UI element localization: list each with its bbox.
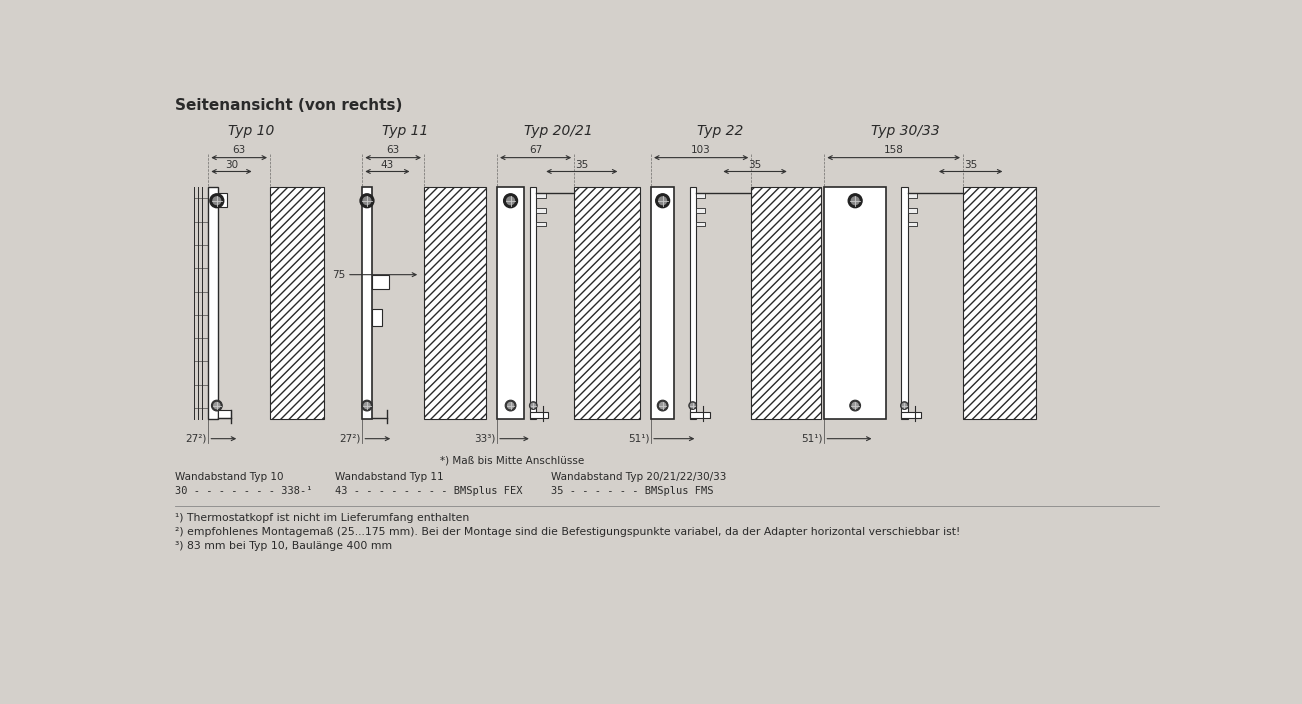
Text: *) Maß bis Mitte Anschlüsse: *) Maß bis Mitte Anschlüsse [440,455,585,465]
Bar [574,187,639,420]
Bar [690,412,710,418]
Circle shape [214,403,220,408]
Text: 30: 30 [225,160,238,170]
Text: 51¹): 51¹) [628,434,650,444]
Circle shape [690,403,695,408]
Bar [695,208,704,213]
Bar [695,222,704,226]
Bar [217,193,227,207]
Bar [695,193,704,198]
Bar [208,187,217,420]
Bar [362,187,371,420]
Bar [651,187,674,420]
Circle shape [852,197,859,205]
Text: 33³): 33³) [474,434,496,444]
Bar [901,412,922,418]
Bar [530,412,548,418]
Text: Typ 30/33: Typ 30/33 [871,124,940,138]
Text: Typ 11: Typ 11 [381,124,428,138]
Text: 35: 35 [749,160,762,170]
Text: Wandabstand Typ 10: Wandabstand Typ 10 [176,472,284,482]
Circle shape [530,402,538,410]
Circle shape [363,197,371,205]
Text: 63: 63 [233,145,246,155]
Text: 158: 158 [884,145,904,155]
Text: ³) 83 mm bei Typ 10, Baulänge 400 mm: ³) 83 mm bei Typ 10, Baulänge 400 mm [176,541,392,551]
Circle shape [362,400,372,411]
Circle shape [210,194,224,208]
Circle shape [852,403,858,408]
Bar [217,410,232,418]
Bar [536,222,546,226]
Circle shape [508,403,514,408]
Circle shape [363,403,370,408]
Text: Typ 20/21: Typ 20/21 [525,124,594,138]
Bar [530,187,536,420]
Circle shape [211,400,223,411]
Bar [907,208,917,213]
Text: 35 - - - - - - BMSplus FMS: 35 - - - - - - BMSplus FMS [551,486,713,496]
Text: Typ 22: Typ 22 [697,124,743,138]
Circle shape [689,402,697,410]
Text: 27²): 27²) [185,434,207,444]
Text: Seitenansicht (von rechts): Seitenansicht (von rechts) [176,99,402,113]
Bar [901,187,907,420]
Circle shape [659,197,667,205]
Text: 35: 35 [575,160,589,170]
Text: 63: 63 [387,145,400,155]
Circle shape [531,403,535,408]
Text: 67: 67 [529,145,542,155]
Circle shape [901,402,909,410]
Bar [497,187,523,420]
Text: 43: 43 [380,160,395,170]
Circle shape [848,194,862,208]
Bar [270,187,324,420]
Text: 35: 35 [963,160,978,170]
Circle shape [504,194,517,208]
Bar [536,193,546,198]
Circle shape [658,400,668,411]
Bar [907,222,917,226]
Bar [963,187,1036,420]
Text: 27²): 27²) [340,434,361,444]
Circle shape [660,403,665,408]
Text: 75: 75 [332,270,345,279]
Bar [371,275,388,289]
Circle shape [361,194,374,208]
Circle shape [506,197,514,205]
Circle shape [850,400,861,411]
Circle shape [214,197,220,205]
Bar [536,208,546,213]
Text: Wandabstand Typ 20/21/22/30/33: Wandabstand Typ 20/21/22/30/33 [551,472,727,482]
Text: ¹) Thermostatkopf ist nicht im Lieferumfang enthalten: ¹) Thermostatkopf ist nicht im Lieferumf… [176,513,470,523]
Bar [824,187,885,420]
Bar [907,193,917,198]
Circle shape [505,400,516,411]
Text: Typ 10: Typ 10 [228,124,273,138]
Text: 103: 103 [691,145,711,155]
Circle shape [656,194,669,208]
Circle shape [902,403,906,408]
Text: 30 - - - - - - - 338-¹: 30 - - - - - - - 338-¹ [176,486,312,496]
Text: 43 - - - - - - - - BMSplus FEX: 43 - - - - - - - - BMSplus FEX [336,486,523,496]
Bar [751,187,820,420]
Text: Wandabstand Typ 11: Wandabstand Typ 11 [336,472,444,482]
Bar [424,187,486,420]
Text: ²) empfohlenes Montagemaß (25...175 mm). Bei der Montage sind die Befestigungspu: ²) empfohlenes Montagemaß (25...175 mm).… [176,527,961,537]
Bar [371,309,383,326]
Text: 51¹): 51¹) [801,434,823,444]
Bar [690,187,695,420]
